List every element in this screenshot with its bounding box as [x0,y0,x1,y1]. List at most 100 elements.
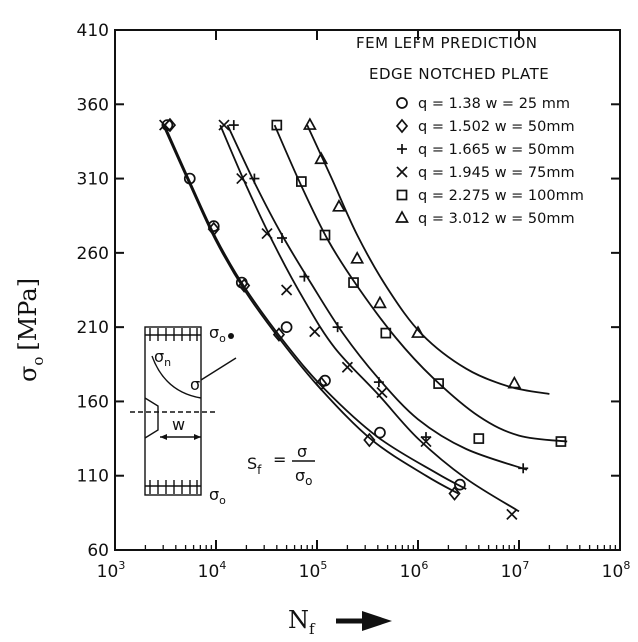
formula-equals: = [273,450,286,469]
legend-marker-diamond [395,118,409,134]
legend-marker-triangle [395,210,409,223]
chart-subtitle: EDGE NOTCHED PLATE [369,65,549,83]
data-point-diamond [207,221,220,237]
legend-entry: q = 1.945 w = 75mm [418,165,575,181]
specimen-plate [144,326,202,496]
data-point-circle [454,478,466,491]
legend-entry: q = 2.275 w = 100mm [418,188,584,204]
legend-marker-plus [397,144,407,154]
data-point-x [341,361,354,373]
data-point-triangle [373,295,387,309]
plot-frame [114,29,621,551]
inset-width-label: w [172,415,185,434]
legend-entry: q = 1.502 w = 50mm [418,119,575,135]
data-point-triangle [350,251,365,264]
data-point-plus [373,377,384,388]
y-tick-label: 310 [77,170,109,190]
formula-denominator: σo [295,466,312,488]
data-point-square [319,229,331,241]
plot-area [114,29,621,551]
y-tick-label: 410 [77,21,109,41]
series-line-1 [163,124,467,490]
y-axis-label: σo[MPa] [14,278,47,382]
data-point-square [433,378,444,389]
x-tick-label: 103 [97,559,126,582]
data-point-x [261,227,273,240]
inset-sigma-label: σ [190,375,200,394]
data-point-plus [299,271,310,282]
data-point-circle [207,220,220,232]
y-tick-label: 110 [77,467,109,487]
data-point-x [376,386,388,399]
data-point-diamond [448,486,461,501]
top-load-arrows [149,328,198,341]
bottom-load-arrows [149,480,198,494]
inset-bottom-stress-label: σo [209,485,226,507]
data-point-diamond [315,376,328,391]
legend-marker-circle [396,97,408,109]
legend-marker-square [396,189,408,201]
legend-entry: q = 1.38 w = 25 mm [418,96,570,112]
series-markers [159,117,567,520]
data-point-circle [280,321,293,333]
x-tick-label: 106 [400,559,429,582]
data-point-square [380,327,392,339]
series-line-3 [226,124,528,471]
data-point-circle [374,426,386,439]
series-curves [162,124,568,513]
legend: q = 1.38 w = 25 mm q = 1.502 w = 50mm q = … [395,96,584,227]
y-tick-label: 260 [77,244,109,264]
inset-top-stress-label: σo [209,323,226,345]
data-point-diamond [272,327,286,342]
data-point-x [506,508,518,520]
x-tick-label: 105 [299,559,328,582]
arrow-right-icon [336,611,392,631]
data-point-diamond [363,432,376,448]
data-point-triangle [314,151,329,165]
y-tick-label: 60 [87,541,109,561]
legend-entry: q = 3.012 w = 50mm [418,211,575,227]
edge-notch [144,397,159,439]
x-axis-label: Nf [288,606,316,638]
formula-numerator: σ [297,442,307,461]
y-tick-label: 360 [77,95,109,115]
data-point-x [309,325,321,338]
x-tick-label: 104 [198,559,227,582]
data-point-square [473,433,485,444]
series-line-5 [273,124,568,443]
data-point-triangle [507,375,522,389]
data-point-plus [249,173,260,184]
formula-lhs: Sf [247,454,262,477]
x-tick-label: 107 [501,559,530,582]
legend-entry: q = 1.665 w = 50mm [418,142,575,158]
data-point-square [348,277,359,288]
series-line-6 [306,124,550,395]
x-axis: 103 104 105 106 107 108 [97,30,631,582]
data-point-plus [276,233,287,243]
data-point-square [296,176,307,187]
data-point-x [218,119,230,131]
data-point-diamond [238,278,251,293]
data-point-triangle [332,199,346,212]
data-point-triangle [302,117,317,130]
stress-distribution-curve [151,355,202,399]
formula-annotation: Sf = σ σo [247,442,315,488]
data-point-x [236,172,248,185]
y-tick-label: 210 [77,318,109,338]
y-tick-label: 160 [77,392,109,412]
chart-title: FEM LEFM PREDICTION [356,34,538,52]
data-point-circle [161,119,174,131]
inset-normal-stress-label: σn [154,347,171,369]
specimen-inset: σo σo σn σ w [130,323,237,507]
data-point-triangle [411,325,425,338]
data-point-square [271,119,283,131]
data-point-x [159,119,171,131]
data-point-x [280,284,293,296]
data-point-plus [332,322,343,333]
legend-marker-x [396,166,408,178]
x-axis-label-group: Nf [288,606,392,638]
x-tick-label: 108 [602,559,631,582]
data-point-square [555,436,567,447]
data-point-plus [518,463,529,474]
